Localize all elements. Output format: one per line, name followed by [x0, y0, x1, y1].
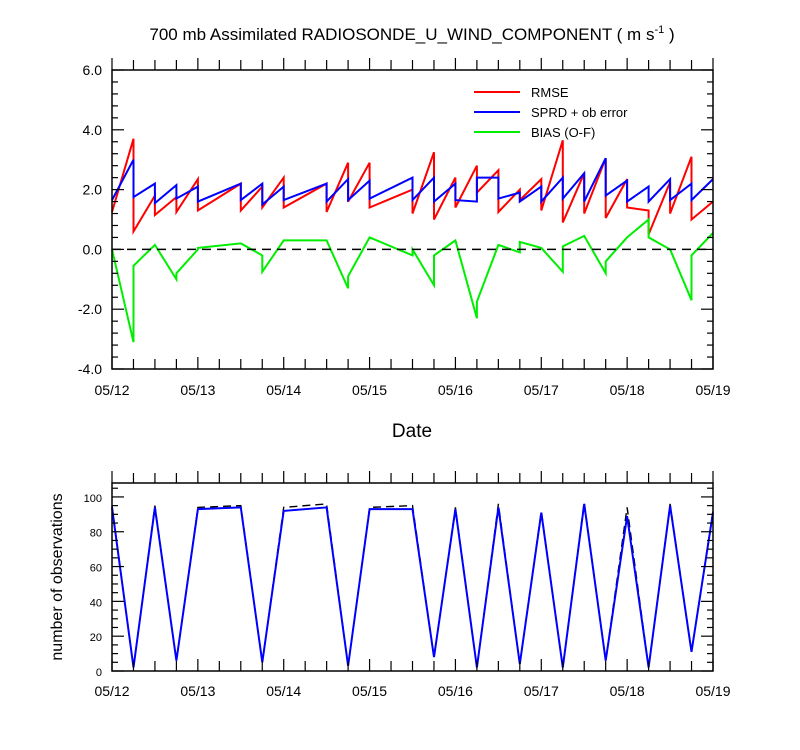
- bottom-plot-frame: [111, 482, 714, 672]
- legend: RMSE SPRD + ob error BIAS (O-F): [474, 85, 628, 140]
- x-tick-label: 05/16: [438, 382, 473, 398]
- y-tick-label: -2.0: [78, 301, 102, 317]
- top-series-lines: [111, 138, 714, 343]
- y-tick-label: 0.0: [83, 241, 103, 257]
- y-tick-label: 2.0: [83, 182, 103, 198]
- y-tick-label: 6.0: [83, 62, 103, 78]
- x-tick-label: 05/17: [524, 382, 559, 398]
- chart-title: 700 mb Assimilated RADIOSONDE_U_WIND_COM…: [149, 24, 674, 44]
- y-tick-label: 0: [96, 667, 102, 679]
- chart-title-superscript: -1: [654, 24, 664, 36]
- series-line-observations-used: [111, 503, 714, 668]
- y-tick-label: 40: [90, 597, 102, 609]
- bottom-axis-ticks: 100 80 60 40 20 0 05/12 05/13 05/14 05/15 05/16 05/…: [84, 471, 731, 699]
- x-tick-label: 05/17: [524, 683, 559, 699]
- y-tick-label: 100: [84, 493, 102, 505]
- legend-label-bias-o-f: BIAS (O-F): [531, 125, 595, 140]
- x-tick-label: 05/18: [610, 382, 645, 398]
- x-tick-label: 05/15: [352, 683, 387, 699]
- x-tick-label: 05/19: [695, 382, 730, 398]
- y-tick-label: -4.0: [78, 361, 102, 377]
- x-tick-label: 05/14: [266, 683, 301, 699]
- x-tick-label: 05/13: [180, 683, 215, 699]
- x-tick-label: 05/18: [610, 683, 645, 699]
- series-line-sprd-ob-error: [111, 157, 714, 207]
- y-tick-label: 20: [90, 632, 102, 644]
- chart-title-end: ): [664, 25, 674, 44]
- top-axis-ticks: 6.0 4.0 2.0 0.0 -2.0 -4.0 05/12 05/13 05/14 05/15…: [78, 58, 731, 398]
- x-axis-label: Date: [392, 421, 432, 442]
- top-chart: 700 mb Assimilated RADIOSONDE_U_WIND_COM…: [78, 24, 731, 442]
- y-axis-label: number of observations: [49, 493, 66, 660]
- x-tick-label: 05/12: [94, 382, 129, 398]
- x-tick-label: 05/16: [438, 683, 473, 699]
- x-tick-label: 05/14: [266, 382, 301, 398]
- x-tick-label: 05/19: [695, 683, 730, 699]
- bottom-chart: 100 80 60 40 20 0 05/12 05/13 05/14 05/15 05/16 05/…: [49, 471, 731, 699]
- y-tick-label: 80: [90, 528, 102, 540]
- chart-title-main: 700 mb Assimilated RADIOSONDE_U_WIND_COM…: [149, 25, 654, 44]
- x-tick-label: 05/12: [94, 683, 129, 699]
- series-line-rmse: [111, 138, 714, 236]
- top-plot-frame: [111, 69, 714, 370]
- legend-label-sprd-ob-error: SPRD + ob error: [531, 105, 628, 120]
- bottom-series-lines: [111, 502, 714, 668]
- x-tick-label: 05/15: [352, 382, 387, 398]
- y-tick-label: 60: [90, 563, 102, 575]
- series-line-bias-o-f: [111, 217, 714, 343]
- legend-label-rmse: RMSE: [531, 85, 569, 100]
- series-line-observations-possible: [111, 502, 714, 668]
- y-tick-label: 4.0: [83, 122, 103, 138]
- x-tick-label: 05/13: [180, 382, 215, 398]
